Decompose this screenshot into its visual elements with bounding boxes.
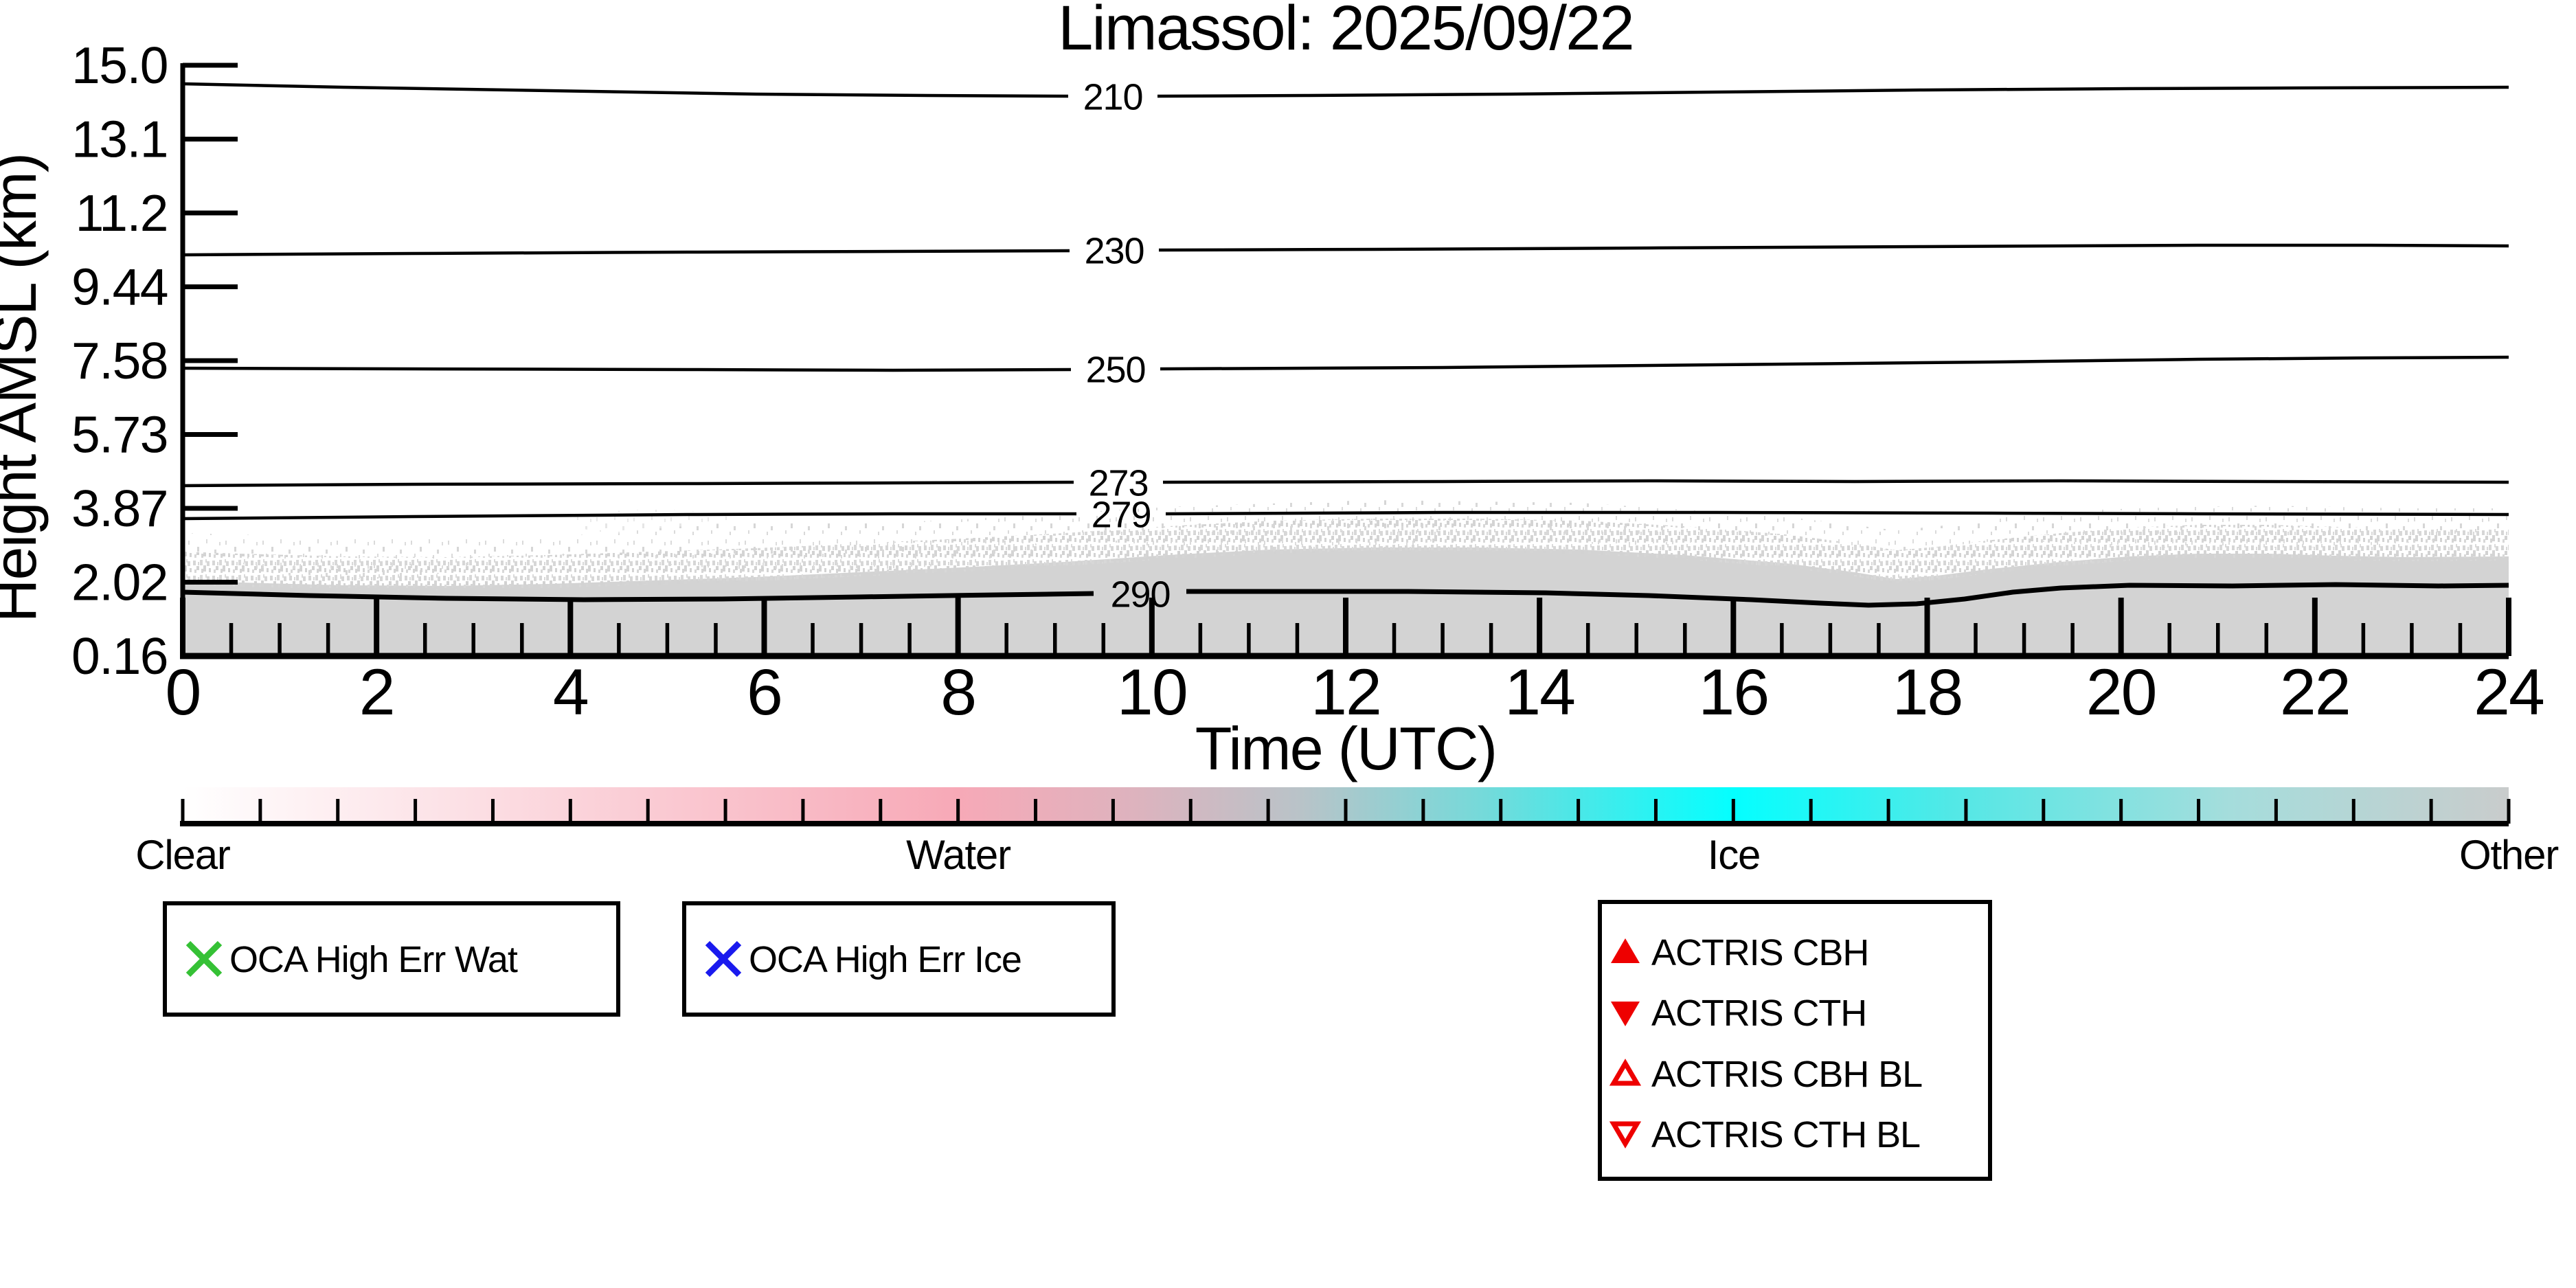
y-tick-label: 9.44 [71,258,168,316]
x-tick-label: 16 [1698,656,1768,729]
y-tick-label: 11.2 [76,184,168,242]
y-tick-label: 7.58 [71,332,168,389]
x-tick-label: 0 [166,656,201,729]
axis-ticks [180,63,2511,659]
contour-label: 230 [1085,230,1144,271]
x-tick-label: 2 [359,656,394,729]
colorbar-label-water: Water [906,832,1010,878]
figure-title: Limassol: 2025/09/22 [1058,0,1634,63]
speckle-patch [1539,515,1731,545]
legend-box [1598,900,1992,1181]
x-tick-label: 22 [2280,656,2350,729]
x-tick-label: 24 [2474,656,2544,729]
colorbar-label-other: Other [2459,832,2558,878]
triangle-down-open-icon [1609,1121,1642,1149]
colorbar: Clear Water Ice Other [135,787,2559,878]
contour-label: 250 [1086,349,1146,390]
triangle-down-filled-icon [1611,1002,1640,1026]
y-tick-label: 2.02 [71,554,168,611]
y-tick-label: 0.16 [71,627,168,685]
x-tick-label: 20 [2086,656,2156,729]
contour-230 [182,243,2509,257]
contour-label: 279 [1092,494,1151,535]
speckle-patch [1971,507,2494,548]
legend-label: ACTRIS CBH [1651,932,1868,973]
contour-210 [182,82,2509,98]
x-tick-label: 6 [747,656,782,729]
contour-label: 273 [1089,462,1149,504]
speckle-patch [1092,512,1449,553]
temperature-contours [182,82,2509,608]
legend-label: OCA High Err Wat [229,939,518,980]
contour-label-group: 210 230 250 273 279 290 [1083,76,1171,615]
legend-oca-ice: OCA High Err Ice [682,901,1116,1017]
colorbar-label-ice: Ice [1708,832,1760,878]
gray-layer-speckle-dense [183,519,2509,590]
contour-290 [182,582,2509,608]
x-marker-icon [705,940,742,978]
contour-279 [182,510,2509,521]
triangle-up-filled-icon [1611,938,1640,963]
x-tick-label: 4 [553,656,588,729]
colorbar-ticks [181,799,2511,824]
speckle-patch [584,522,1037,570]
y-axis-label: Height AMSL (km) [0,154,49,623]
legend-box [682,901,1116,1017]
x-tick-label: 8 [940,656,975,729]
speckle-patch [240,541,474,579]
axes-spines [180,63,2509,659]
axis-tick-labels: 0 2 4 6 8 10 12 14 16 18 20 22 2415.013.111.29.447.5… [71,36,2545,729]
x-tick-label: 18 [1893,656,1963,729]
legend-actris: ACTRIS CBH ACTRIS CTH ACTRIS CBH BL ACTR… [1598,900,1992,1181]
legend-label: OCA High Err Ice [749,939,1021,980]
x-axis-label: Time (UTC) [1195,714,1497,782]
y-tick-label: 5.73 [71,406,168,464]
y-tick-label: 13.1 [71,111,168,168]
legend-label: ACTRIS CBH BL [1651,1054,1922,1095]
contour-label: 210 [1083,76,1143,117]
y-tick-label: 3.87 [71,479,168,537]
y-tick-label: 15.0 [71,36,168,94]
x-tick-label: 14 [1504,656,1574,729]
legend-oca-water: OCA High Err Wat [163,901,620,1017]
triangle-up-open-icon [1609,1059,1642,1086]
contour-273 [182,479,2509,488]
contour-label: 290 [1111,574,1171,615]
x-marker-icon [185,940,223,978]
legend-box [163,901,620,1017]
contour-250 [182,355,2509,372]
x-tick-label: 10 [1117,656,1187,729]
legend-label: ACTRIS CTH [1651,993,1866,1034]
x-tick-label: 12 [1311,656,1381,729]
legend-label: ACTRIS CTH BL [1651,1114,1920,1155]
colorbar-label-clear: Clear [135,832,230,878]
